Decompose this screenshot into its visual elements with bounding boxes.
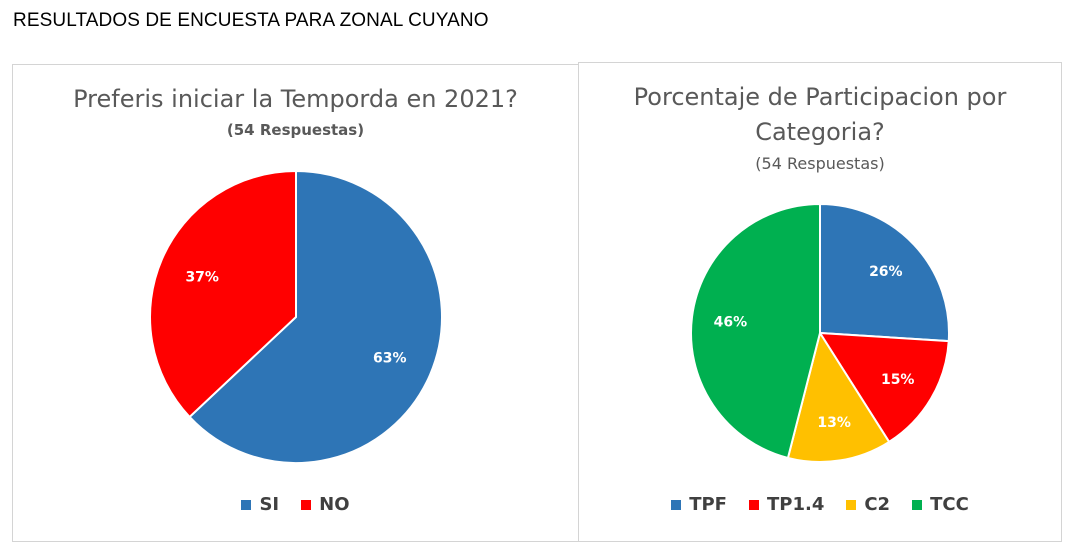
slice-label-tcc: 46% <box>714 315 748 331</box>
legend-label: TPF <box>689 494 727 515</box>
legend-swatch <box>912 499 923 510</box>
chart-legend: TPF TP1.4 C2 TCC <box>579 494 1061 515</box>
legend-swatch <box>241 499 252 510</box>
slice-label-tpf: 26% <box>869 264 903 280</box>
legend-label: SI <box>259 494 280 515</box>
slice-label-tp14: 15% <box>881 372 915 388</box>
chart-title-line-2: Categoria? <box>755 118 885 146</box>
legend-item-tcc: TCC <box>912 494 969 515</box>
chart-panel-temporada: Preferis iniciar la Temporda en 2021? (5… <box>12 64 579 542</box>
legend-label: NO <box>319 494 350 515</box>
slice-label-si: 63% <box>373 351 407 367</box>
slice-label-no: 37% <box>185 269 219 285</box>
pie-chart-temporada: 63% 37% <box>149 169 443 464</box>
legend-label: C2 <box>864 494 891 515</box>
chart-panel-categoria: Porcentaje de Participacion por Categori… <box>578 62 1062 542</box>
legend-swatch <box>671 499 682 510</box>
legend-label: TP1.4 <box>766 494 825 515</box>
legend-item-si: SI <box>241 494 279 515</box>
legend-item-no: NO <box>301 494 350 515</box>
chart-subtitle: (54 Respuestas) <box>226 121 365 139</box>
pie-slice-si <box>188 169 443 464</box>
page-title: RESULTADOS DE ENCUESTA PARA ZONAL CUYANO <box>13 10 489 31</box>
chart-subtitle: (54 Respuestas) <box>755 154 885 173</box>
chart-title-line-1: Porcentaje de Participacion por <box>633 83 1007 111</box>
pie-slice-tp14 <box>818 331 950 444</box>
legend-swatch <box>301 499 312 510</box>
chart-legend: SI NO <box>13 494 578 515</box>
pie-slice-c2 <box>786 330 891 463</box>
chart-title: Preferis iniciar la Temporda en 2021? <box>73 85 518 113</box>
legend-item-tpf: TPF <box>671 494 727 515</box>
pie-slice-no <box>149 169 297 419</box>
pie-slice-tcc <box>690 202 821 460</box>
slice-label-c2: 13% <box>817 415 851 431</box>
pie-slice-tpf <box>819 202 950 343</box>
pie-chart-categoria: 26% 15% 13% 46% <box>690 202 950 463</box>
legend-item-tp14: TP1.4 <box>748 494 825 515</box>
legend-swatch <box>846 499 857 510</box>
legend-swatch <box>748 499 759 510</box>
legend-item-c2: C2 <box>846 494 890 515</box>
legend-label: TCC <box>930 494 969 515</box>
